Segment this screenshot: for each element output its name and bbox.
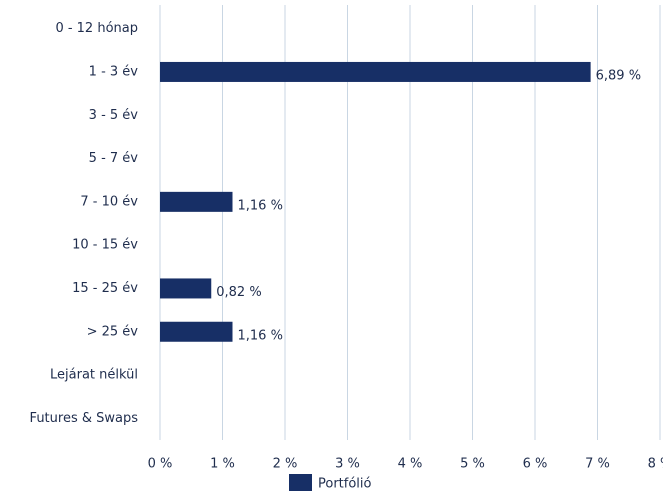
bar <box>160 278 212 299</box>
y-tick-label: Futures & Swaps <box>30 411 139 426</box>
x-tick-label: 4 % <box>398 457 423 472</box>
x-tick-label: 7 % <box>585 457 610 472</box>
legend-swatch <box>289 474 312 491</box>
data-label: 1,16 % <box>238 198 283 213</box>
bar <box>160 321 233 342</box>
data-label: 0,82 % <box>216 285 261 300</box>
x-tick-label: 5 % <box>460 457 485 472</box>
legend-label: Portfólió <box>318 477 372 492</box>
data-label: 6,89 % <box>596 68 641 83</box>
y-tick-label: 5 - 7 év <box>89 151 139 166</box>
y-tick-label: 7 - 10 év <box>80 194 138 209</box>
data-label: 1,16 % <box>238 328 283 343</box>
y-tick-label: 0 - 12 hónap <box>55 21 138 36</box>
x-tick-label: 6 % <box>523 457 548 472</box>
x-tick-label: 3 % <box>335 457 360 472</box>
x-tick-label: 8 % <box>648 457 663 472</box>
y-tick-label: 1 - 3 év <box>89 64 139 79</box>
bar <box>160 191 233 212</box>
x-tick-label: 0 % <box>148 457 173 472</box>
y-tick-label: 10 - 15 év <box>72 238 138 253</box>
y-tick-label: 15 - 25 év <box>72 281 138 296</box>
y-tick-label: Lejárat nélkül <box>50 368 138 383</box>
y-tick-label: > 25 év <box>87 324 139 339</box>
bar <box>160 61 591 82</box>
x-tick-label: 2 % <box>273 457 298 472</box>
y-tick-label: 3 - 5 év <box>89 108 139 123</box>
x-tick-label: 1 % <box>210 457 235 472</box>
